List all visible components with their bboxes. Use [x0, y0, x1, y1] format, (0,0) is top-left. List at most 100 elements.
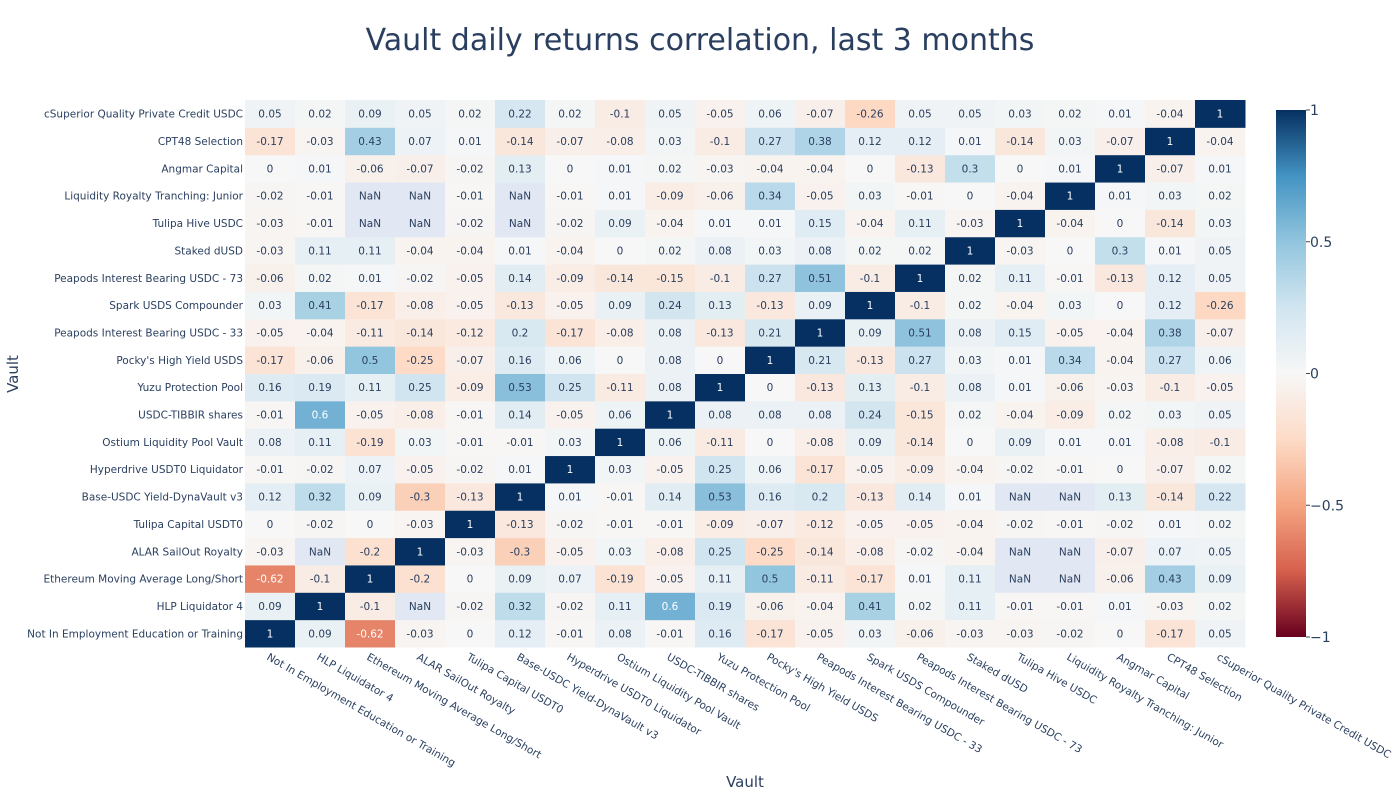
heatmap-cell-label: 0.02 — [1208, 519, 1231, 531]
heatmap-cell-label: 0.09 — [308, 628, 331, 640]
heatmap-cell-label: 0.09 — [608, 218, 631, 230]
heatmap-cell-label: -0.12 — [806, 519, 833, 531]
heatmap-cell — [1095, 428, 1146, 457]
heatmap-cell-label: -0.03 — [256, 245, 283, 257]
heatmap-cell-label: 0.12 — [858, 136, 881, 148]
heatmap-cell — [945, 564, 996, 593]
heatmap-cell — [345, 154, 396, 183]
heatmap-cell — [595, 482, 646, 511]
heatmap-cell — [245, 154, 296, 183]
colorbar — [1276, 110, 1306, 637]
heatmap-cell-label: -0.14 — [906, 437, 933, 449]
heatmap-cell-label: 0 — [967, 191, 974, 203]
heatmap-cell-label: 0.03 — [1208, 218, 1231, 230]
heatmap-cell — [445, 100, 496, 128]
heatmap-cell-label: -0.02 — [306, 464, 333, 476]
heatmap-cell — [795, 537, 846, 566]
heatmap-cell — [495, 154, 546, 183]
heatmap-cell-label: 0.21 — [808, 355, 831, 367]
heatmap-cell-label: -0.11 — [706, 437, 733, 449]
heatmap-cell — [645, 154, 696, 183]
heatmap-cell — [345, 482, 396, 511]
y-tick-label: CPT48 Selection — [158, 136, 243, 148]
heatmap-cell — [295, 373, 346, 402]
heatmap-cell — [695, 264, 746, 292]
heatmap-cell — [1095, 564, 1146, 593]
heatmap-cell — [745, 373, 796, 402]
heatmap-cell-label: -0.19 — [606, 574, 633, 586]
heatmap-cell — [1045, 455, 1096, 484]
heatmap-cell-label: 1 — [1217, 109, 1224, 121]
heatmap-cell-label: 0.01 — [958, 136, 981, 148]
heatmap-cell-label: 0 — [1067, 245, 1074, 257]
heatmap-cell-label: -0.01 — [1006, 601, 1033, 613]
heatmap-cell — [495, 236, 546, 265]
heatmap-cell-label: -0.07 — [456, 355, 483, 367]
heatmap-cell — [345, 537, 396, 566]
heatmap-cell — [895, 592, 946, 621]
heatmap-cell-label: 1 — [917, 273, 924, 285]
heatmap-cell — [495, 482, 546, 511]
heatmap-cell-label: -0.02 — [556, 519, 583, 531]
heatmap-cell — [745, 428, 796, 457]
heatmap-cell — [1045, 127, 1096, 156]
heatmap-cell-label: -0.02 — [556, 218, 583, 230]
heatmap-cell-label: 0 — [467, 574, 474, 586]
heatmap-cell — [495, 564, 546, 593]
heatmap-cell-label: 0.02 — [958, 273, 981, 285]
heatmap-cell-label: NaN — [509, 218, 531, 230]
heatmap-cell-label: -0.07 — [1106, 546, 1133, 558]
heatmap-cell — [845, 264, 896, 292]
heatmap-cell-label: 0.02 — [558, 109, 581, 121]
heatmap-cell — [395, 264, 446, 292]
heatmap-cell — [345, 455, 396, 484]
heatmap-cell-label: 0.16 — [758, 492, 782, 504]
heatmap-cell-label: 1 — [867, 300, 874, 312]
heatmap-cell — [1145, 264, 1196, 292]
heatmap-cell — [595, 564, 646, 593]
heatmap-cell-label: 0.03 — [1158, 410, 1181, 422]
heatmap-cell — [1145, 373, 1196, 402]
heatmap-cell — [445, 291, 496, 320]
heatmap-cell-label: -0.07 — [406, 163, 433, 175]
heatmap-cell — [1045, 291, 1096, 320]
heatmap-cell-label: -0.13 — [906, 163, 933, 175]
heatmap-cell — [1195, 482, 1246, 511]
heatmap-cell — [845, 400, 896, 429]
heatmap-cell-label: -0.15 — [656, 273, 683, 285]
heatmap-cell-label: 0.19 — [708, 601, 731, 613]
heatmap-cell — [795, 236, 846, 265]
heatmap-cell-label: -0.17 — [256, 355, 283, 367]
heatmap-cell — [895, 127, 946, 156]
heatmap-cell — [695, 100, 746, 128]
heatmap-cell — [1145, 318, 1196, 347]
heatmap-cell-label: 1 — [567, 464, 574, 476]
heatmap-cell — [995, 537, 1046, 566]
heatmap-cell-label: -0.04 — [1006, 300, 1033, 312]
heatmap-cell-label: 0 — [467, 628, 474, 640]
heatmap-cell — [645, 400, 696, 429]
heatmap-cell — [445, 236, 496, 265]
heatmap-cell — [645, 264, 696, 292]
heatmap-cell-label: -0.02 — [1056, 628, 1083, 640]
heatmap-cell — [1145, 182, 1196, 210]
heatmap-cell — [995, 209, 1046, 238]
heatmap-cell — [395, 619, 446, 648]
heatmap-cell — [845, 510, 896, 539]
heatmap-cell-label: 1 — [617, 437, 624, 449]
heatmap-cell-label: -0.02 — [556, 601, 583, 613]
heatmap-cell — [845, 564, 896, 593]
heatmap-cell — [845, 537, 896, 566]
heatmap-cell — [595, 428, 646, 457]
heatmap-cell — [345, 400, 396, 429]
heatmap-cell — [245, 346, 296, 374]
heatmap-cell-label: 0.09 — [358, 492, 381, 504]
heatmap-cell-label: -0.05 — [456, 300, 483, 312]
heatmap-cell — [395, 209, 446, 238]
heatmap-cell-label: 0.01 — [508, 245, 531, 257]
heatmap-cell — [745, 455, 796, 484]
heatmap-cell-label: 0.12 — [508, 628, 531, 640]
heatmap-cell — [595, 619, 646, 648]
heatmap-cell — [1195, 537, 1246, 566]
heatmap-cell — [1195, 564, 1246, 593]
